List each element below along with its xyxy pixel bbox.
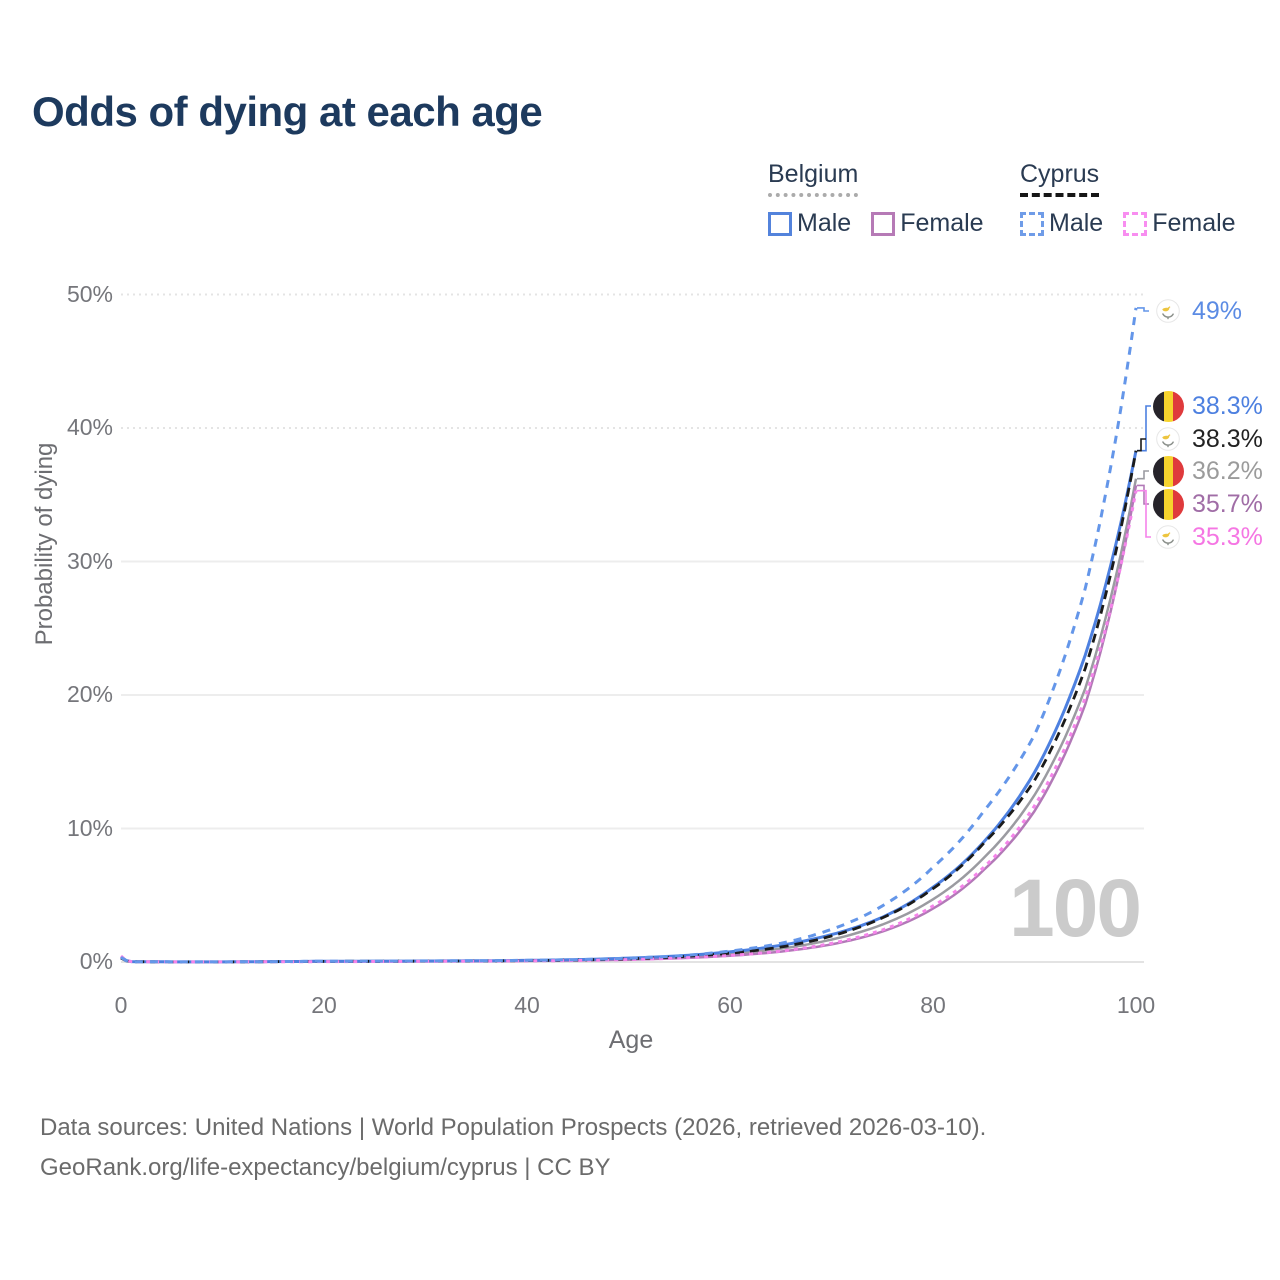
legend-item-belgium-female[interactable]: Female xyxy=(871,209,984,238)
age-indicator-watermark: 100 xyxy=(1009,863,1142,954)
y-tick-0%: 0% xyxy=(79,948,113,974)
legend-item-cyprus-female[interactable]: Female xyxy=(1123,209,1236,238)
legend-header-cyprus[interactable]: Cyprus xyxy=(1020,160,1100,197)
end-label-value: 49% xyxy=(1192,296,1243,325)
legend-label-belgium-female: Female xyxy=(900,209,984,237)
end-label-value: 35.7% xyxy=(1192,489,1263,518)
x-tick-80: 80 xyxy=(920,992,946,1018)
legend-item-belgium-male[interactable]: Male xyxy=(768,209,851,238)
belgium-flag-icon xyxy=(1152,455,1184,487)
belgium-male-swatch-icon xyxy=(768,211,792,236)
data-sources-line: Data sources: United Nations | World Pop… xyxy=(40,1114,987,1141)
attribution-line: GeoRank.org/life-expectancy/belgium/cypr… xyxy=(40,1154,611,1181)
y-axis-title: Probability of dying xyxy=(31,442,58,646)
end-label-connector-belgium_total xyxy=(1137,470,1149,480)
end-label-connector-cyprus_total xyxy=(1137,438,1146,452)
cyprus-female-swatch-icon xyxy=(1123,211,1148,236)
legend-group-belgium: Belgium Male Female xyxy=(768,160,1004,238)
end-label-connector-cyprus_male xyxy=(1137,307,1149,312)
legend-header-belgium[interactable]: Belgium xyxy=(768,160,859,197)
y-tick-10%: 10% xyxy=(66,814,113,841)
x-tick-100: 100 xyxy=(1116,992,1156,1018)
cyprus-flag-icon xyxy=(1156,525,1180,549)
legend-label-cyprus-female: Female xyxy=(1152,209,1236,237)
end-label-connector-cyprus_female xyxy=(1137,489,1151,538)
belgium-flag-icon xyxy=(1152,488,1184,520)
legend-label-cyprus-male: Male xyxy=(1049,209,1104,237)
y-tick-20%: 20% xyxy=(66,681,113,707)
end-label-value: 38.3% xyxy=(1192,424,1263,453)
end-label-value: 36.2% xyxy=(1192,456,1263,485)
end-label-value: 35.3% xyxy=(1192,522,1263,551)
cyprus-flag-icon xyxy=(1156,299,1180,323)
belgium-flag-icon xyxy=(1152,390,1184,422)
x-tick-0: 0 xyxy=(114,992,128,1018)
series-line-cyprus_male xyxy=(120,307,1138,964)
legend-group-cyprus: Cyprus Male Female xyxy=(1020,160,1256,238)
end-label-connector-belgium_male xyxy=(1137,405,1151,452)
end-label-cyprus_total: 38.3% xyxy=(1150,424,1263,453)
end-label-value: 38.3% xyxy=(1192,391,1263,420)
cyprus-male-swatch-icon xyxy=(1020,211,1044,236)
legend-label-belgium-male: Male xyxy=(797,209,852,237)
y-tick-30%: 30% xyxy=(66,547,113,574)
footer: Data sources: United Nations | World Pop… xyxy=(40,1108,986,1188)
cyprus-flag-icon xyxy=(1156,427,1180,451)
x-axis-title: Age xyxy=(608,1026,654,1054)
end-label-belgium_total: 36.2% xyxy=(1150,455,1263,487)
legend-item-cyprus-male[interactable]: Male xyxy=(1020,209,1103,238)
end-label-belgium_male: 38.3% xyxy=(1150,390,1263,422)
y-tick-50%: 50% xyxy=(66,280,113,307)
x-tick-60: 60 xyxy=(717,992,743,1018)
end-label-cyprus_male: 49% xyxy=(1150,296,1243,325)
end-label-cyprus_female: 35.3% xyxy=(1150,522,1263,551)
end-label-belgium_female: 35.7% xyxy=(1150,488,1263,520)
x-tick-20: 20 xyxy=(311,992,337,1018)
page-title: Odds of dying at each age xyxy=(32,88,543,135)
end-label-connector-belgium_female xyxy=(1137,484,1149,505)
y-tick-40%: 40% xyxy=(66,414,113,440)
x-tick-40: 40 xyxy=(514,992,540,1018)
belgium-female-swatch-icon xyxy=(871,211,896,236)
